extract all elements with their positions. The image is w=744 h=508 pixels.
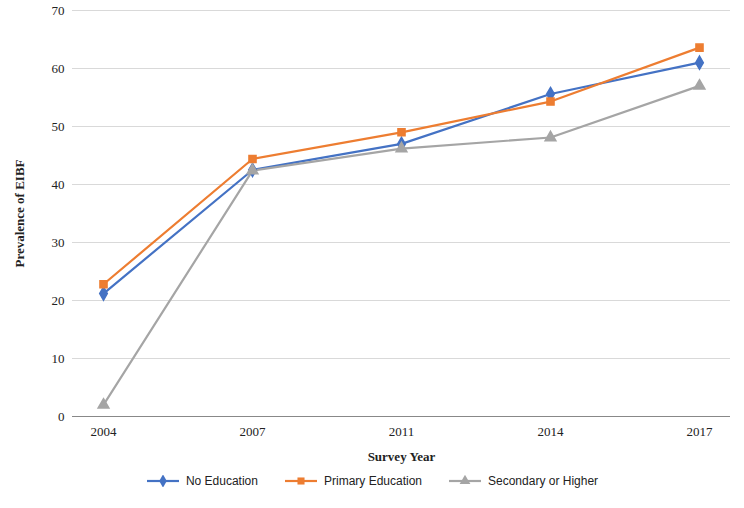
svg-text:50: 50 — [52, 119, 65, 134]
svg-text:0: 0 — [58, 409, 65, 424]
svg-text:2017: 2017 — [687, 424, 714, 439]
svg-text:40: 40 — [52, 177, 65, 192]
html-text:Primary Education: Primary Education — [324, 474, 422, 488]
svg-text:2007: 2007 — [240, 424, 267, 439]
svg-text:10: 10 — [52, 351, 65, 366]
svg-text:Prevalence of EIBF: Prevalence of EIBF — [12, 159, 27, 267]
svg-text:60: 60 — [52, 61, 65, 76]
html-text:Secondary or Higher: Secondary or Higher — [488, 474, 599, 488]
html-text:No Education: No Education — [185, 474, 258, 488]
svg-text:Survey Year: Survey Year — [368, 449, 436, 464]
svg-text:20: 20 — [52, 293, 65, 308]
svg-text:2004: 2004 — [91, 424, 118, 439]
svg-text:30: 30 — [52, 235, 65, 250]
svg-text:2014: 2014 — [538, 424, 565, 439]
svg-text:70: 70 — [52, 3, 65, 18]
svg-text:2011: 2011 — [389, 424, 415, 439]
